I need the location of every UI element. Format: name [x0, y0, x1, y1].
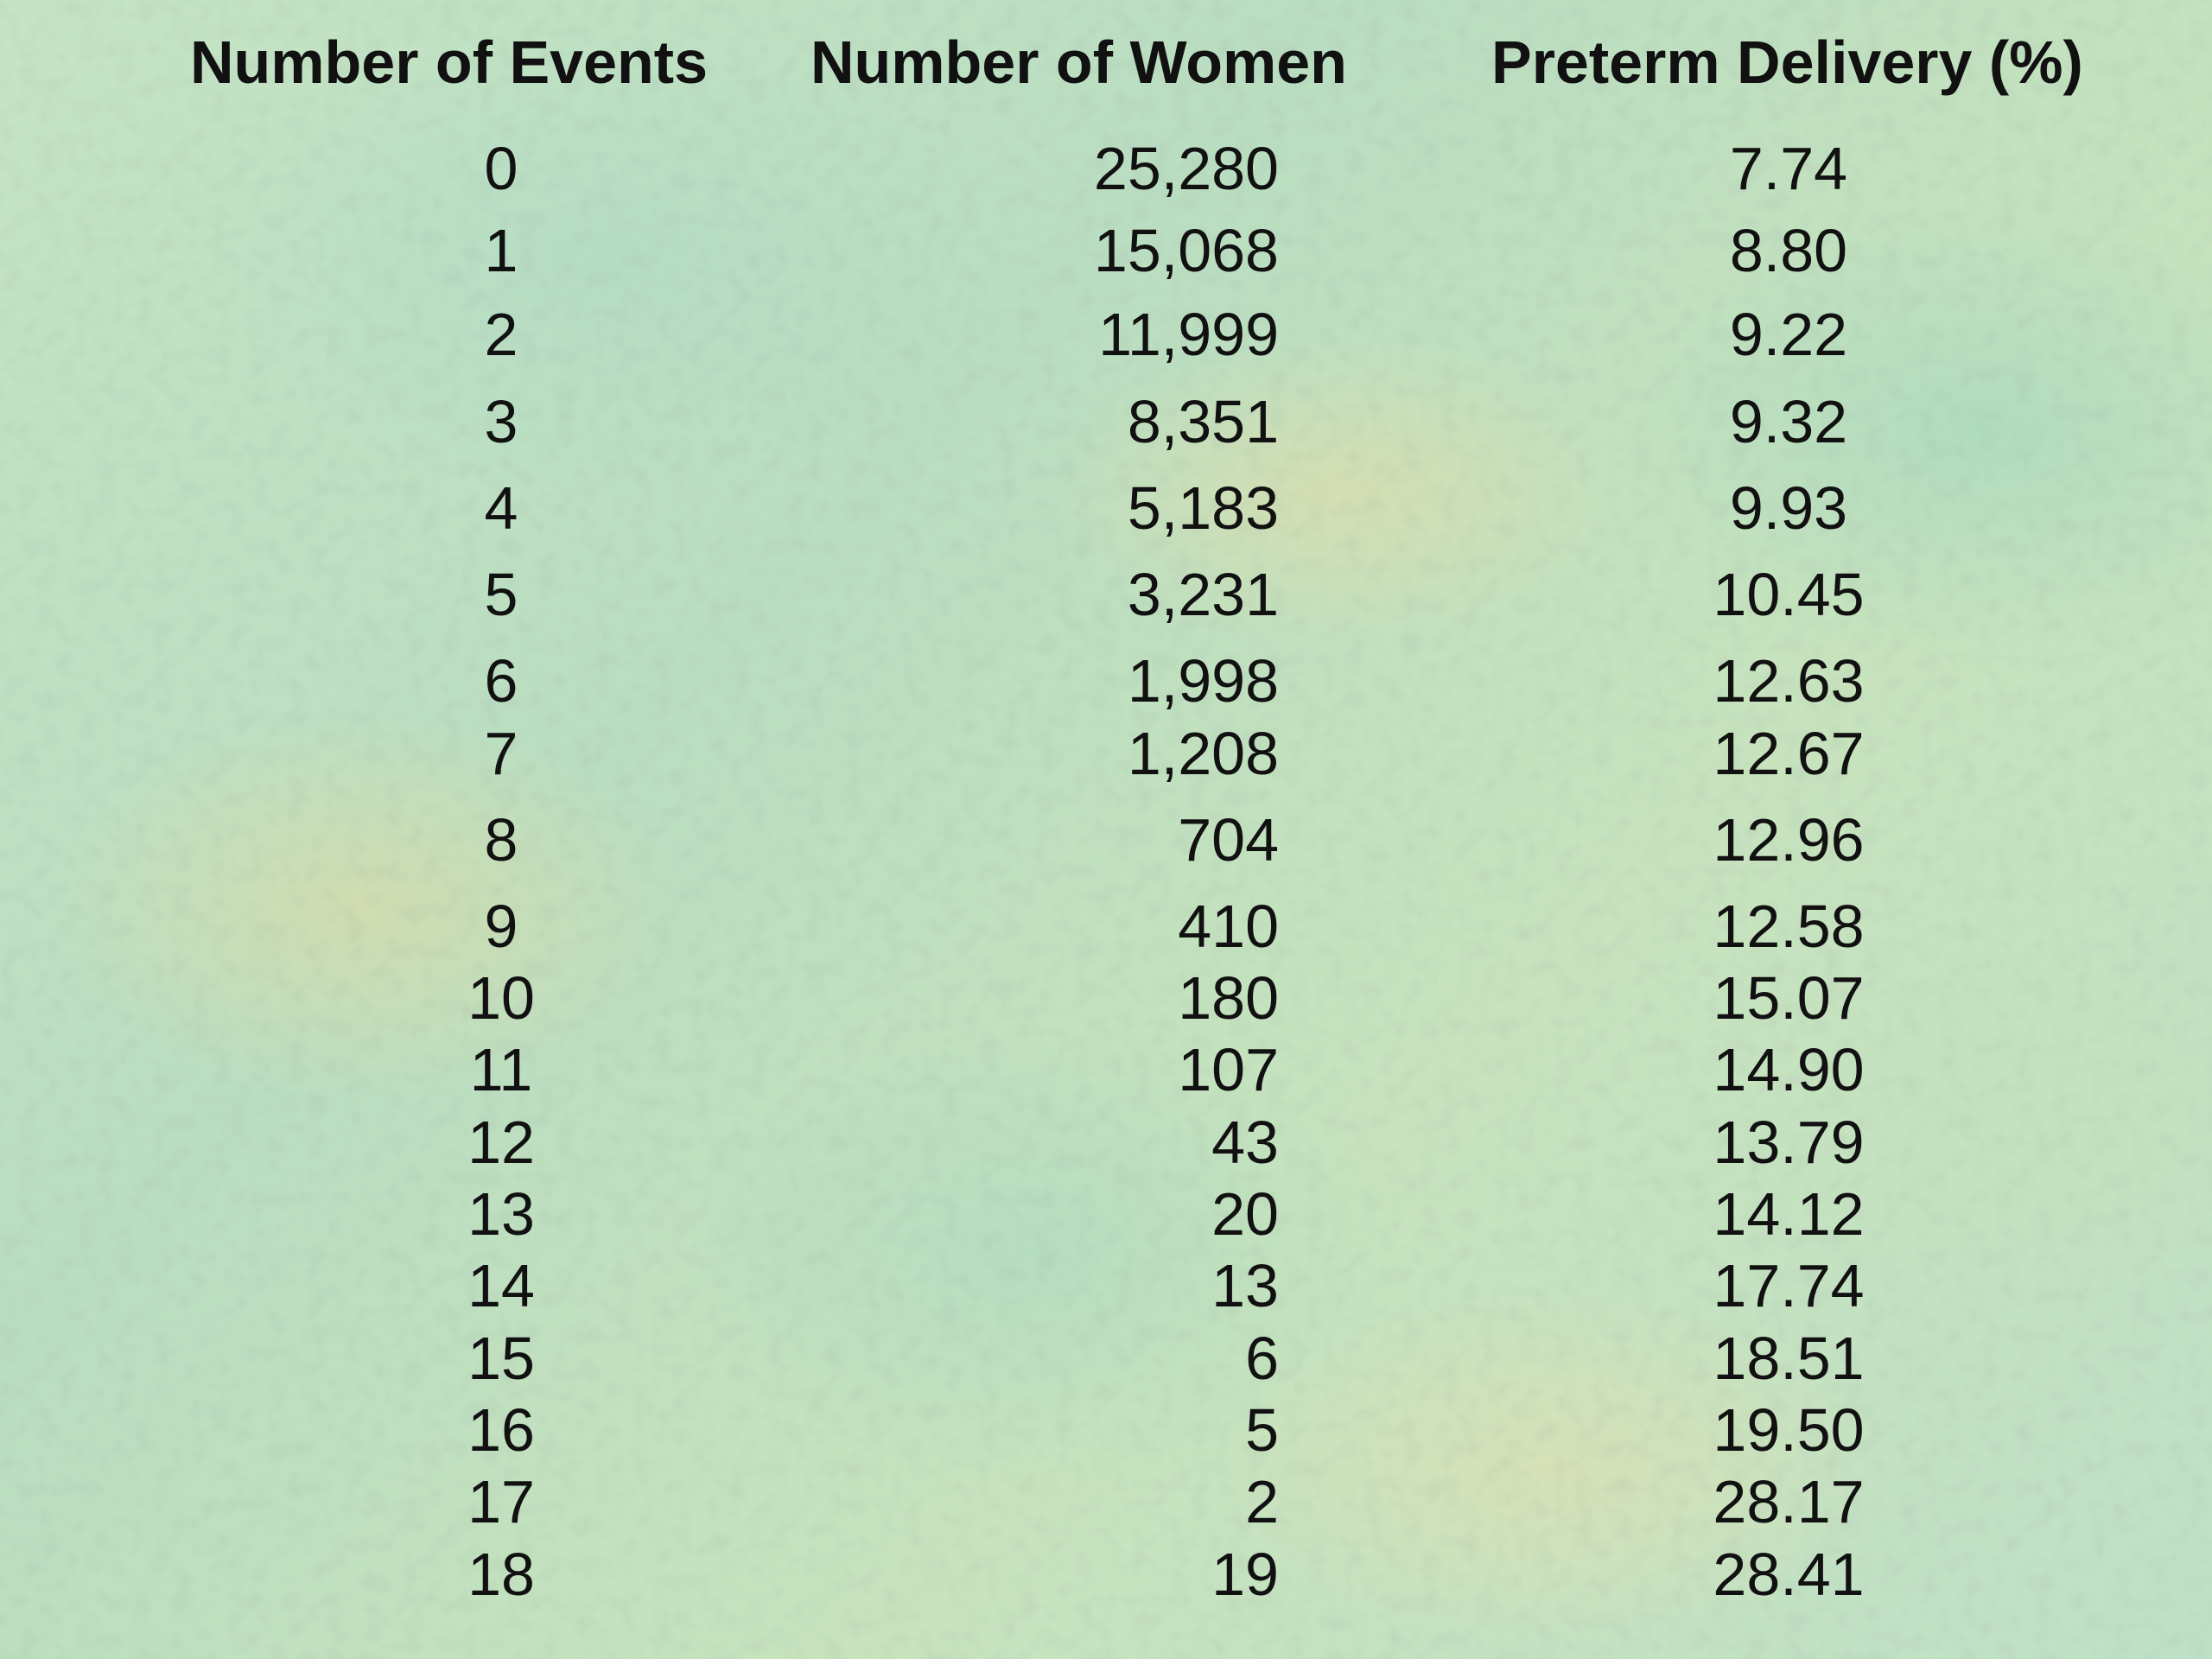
preterm-cell: 12.96	[1713, 806, 1865, 874]
preterm-cell: 10.45	[1713, 561, 1865, 628]
preterm-cell: 19.50	[1713, 1396, 1865, 1464]
preterm-cell: 17.74	[1713, 1252, 1865, 1319]
women-cell: 5	[1245, 1396, 1279, 1464]
events-cell: 11	[469, 1036, 533, 1103]
women-cell: 15,068	[1093, 217, 1279, 284]
events-cell: 12	[467, 1109, 535, 1176]
women-cell: 6	[1245, 1325, 1279, 1392]
preterm-cell: 9.22	[1729, 301, 1848, 368]
events-cell: 9	[484, 893, 518, 960]
events-cell: 2	[484, 301, 518, 368]
preterm-cell: 12.67	[1713, 720, 1865, 787]
events-cell: 13	[467, 1180, 535, 1248]
table-row: 6 1,998 12.63	[0, 642, 2212, 720]
events-cell: 3	[484, 388, 518, 455]
header-preterm-delivery: Preterm Delivery (%)	[1491, 29, 2083, 96]
preterm-cell: 8.80	[1729, 217, 1848, 284]
women-cell: 43	[1211, 1109, 1279, 1176]
table-row: 12 43 13.79	[0, 1103, 2212, 1181]
women-cell: 1,208	[1127, 720, 1279, 787]
preterm-cell: 14.90	[1713, 1036, 1865, 1103]
table-row: 3 8,351 9.32	[0, 383, 2212, 461]
events-cell: 15	[467, 1325, 535, 1392]
events-cell: 0	[484, 135, 518, 202]
table-row: 9 410 12.58	[0, 887, 2212, 965]
events-cell: 8	[484, 806, 518, 874]
women-cell: 410	[1178, 893, 1279, 960]
table-row: 1 15,068 8.80	[0, 212, 2212, 289]
events-cell: 7	[484, 720, 518, 787]
women-cell: 20	[1211, 1180, 1279, 1248]
table-row: 4 5,183 9.93	[0, 469, 2212, 547]
preterm-cell: 28.17	[1713, 1468, 1865, 1535]
preterm-cell: 12.58	[1713, 893, 1865, 960]
table-row: 15 6 18.51	[0, 1319, 2212, 1397]
table-row: 2 11,999 9.22	[0, 296, 2212, 373]
women-cell: 2	[1245, 1468, 1279, 1535]
table-row: 11 107 14.90	[0, 1031, 2212, 1109]
preterm-cell: 14.12	[1713, 1180, 1865, 1248]
events-cell: 18	[467, 1541, 535, 1608]
table-row: 10 180 15.07	[0, 959, 2212, 1037]
table-header: Number of Events Number of Women Preterm…	[0, 19, 2212, 105]
preterm-cell: 12.63	[1713, 647, 1865, 715]
events-cell: 6	[484, 647, 518, 715]
header-number-of-women: Number of Women	[810, 29, 1347, 96]
table-row: 0 25,280 7.74	[0, 130, 2212, 207]
women-cell: 3,231	[1127, 561, 1279, 628]
table-row: 17 2 28.17	[0, 1463, 2212, 1541]
events-cell: 4	[484, 474, 518, 542]
events-cell: 16	[467, 1396, 535, 1464]
preterm-cell: 9.32	[1729, 388, 1848, 455]
women-cell: 8,351	[1127, 388, 1279, 455]
table-row: 8 704 12.96	[0, 801, 2212, 879]
preterm-cell: 15.07	[1713, 964, 1865, 1032]
header-number-of-events: Number of Events	[190, 29, 708, 96]
events-cell: 1	[484, 217, 518, 284]
events-cell: 17	[467, 1468, 535, 1535]
women-cell: 11,999	[1098, 301, 1279, 368]
preterm-cell: 7.74	[1729, 135, 1848, 202]
events-cell: 14	[467, 1252, 535, 1319]
events-cell: 10	[467, 964, 535, 1032]
events-cell: 5	[484, 561, 518, 628]
women-cell: 180	[1178, 964, 1279, 1032]
women-cell: 25,280	[1093, 135, 1279, 202]
table-row: 13 20 14.12	[0, 1175, 2212, 1253]
women-cell: 704	[1178, 806, 1279, 874]
women-cell: 13	[1211, 1252, 1279, 1319]
preterm-cell: 28.41	[1713, 1541, 1865, 1608]
women-cell: 5,183	[1127, 474, 1279, 542]
preterm-cell: 13.79	[1713, 1109, 1865, 1176]
table-row: 7 1,208 12.67	[0, 715, 2212, 792]
preterm-cell: 9.93	[1729, 474, 1848, 542]
preterm-cell: 18.51	[1713, 1325, 1865, 1392]
women-cell: 1,998	[1127, 647, 1279, 715]
table-row: 18 19 28.41	[0, 1535, 2212, 1613]
women-cell: 19	[1211, 1541, 1279, 1608]
women-cell: 107	[1178, 1036, 1279, 1103]
table-row: 14 13 17.74	[0, 1247, 2212, 1325]
table-row: 5 3,231 10.45	[0, 556, 2212, 633]
table-row: 16 5 19.50	[0, 1391, 2212, 1469]
